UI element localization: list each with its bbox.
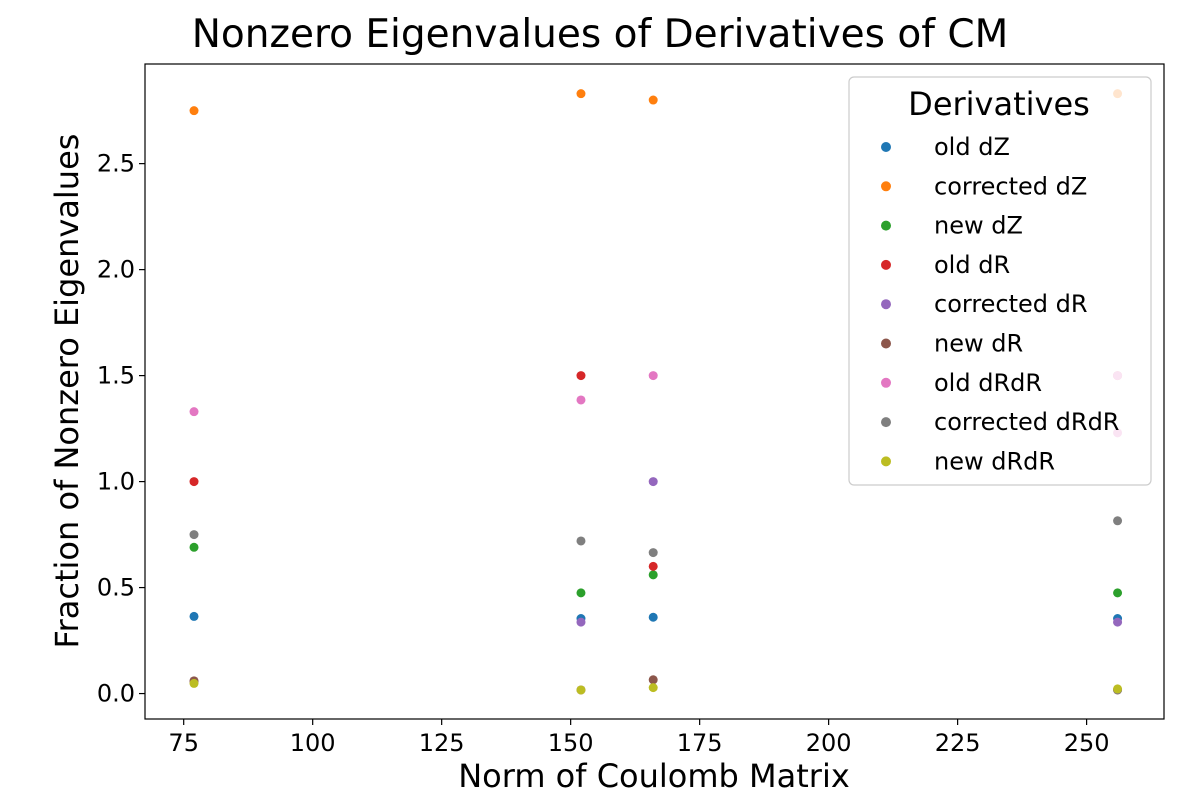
legend-box (848, 76, 1152, 486)
data-point (648, 612, 658, 622)
x-tick-label: 125 (419, 729, 465, 757)
series-new-dRdR (189, 678, 1123, 695)
data-point (648, 561, 658, 571)
legend-marker (881, 142, 891, 152)
data-point (648, 683, 658, 693)
data-point (576, 395, 586, 405)
legend-marker (881, 259, 891, 270)
data-point (1113, 684, 1123, 694)
legend-label: old dRdR (934, 369, 1042, 397)
legend-items: old dZ corrected dZ new dZ old dR corrected … (881, 133, 1119, 475)
y-tick-label: 0.0 (97, 680, 135, 708)
y-tick-label: 2.0 (97, 256, 135, 284)
x-tick-label: 100 (290, 729, 336, 757)
legend-marker (881, 417, 891, 428)
data-point (189, 611, 199, 621)
data-point (1113, 516, 1123, 526)
data-point (189, 407, 199, 417)
legend-label: new dZ (934, 212, 1023, 240)
y-tick-label: 2.5 (97, 150, 135, 178)
data-point (189, 530, 199, 540)
legend-title: Derivatives (908, 85, 1090, 123)
data-point (648, 95, 658, 105)
data-point (648, 371, 658, 381)
series-new-dZ (189, 542, 1123, 598)
legend-marker (881, 456, 891, 467)
legend-label: corrected dRdR (934, 408, 1119, 436)
data-point (648, 477, 658, 487)
chart-title: Nonzero Eigenvalues of Derivatives of CM (192, 12, 1009, 57)
legend-label: old dZ (934, 133, 1010, 161)
legend-label: corrected dR (934, 290, 1088, 318)
data-point (576, 588, 586, 598)
data-point (189, 477, 199, 487)
legend-marker (881, 220, 891, 231)
x-tick-label: 175 (677, 729, 723, 757)
data-point (1113, 588, 1123, 598)
data-point (648, 570, 658, 580)
x-axis-label: Norm of Coulomb Matrix (458, 757, 850, 795)
x-tick-label: 200 (806, 729, 852, 757)
y-tick-label: 1.5 (97, 362, 135, 390)
data-point (189, 542, 199, 552)
data-point (576, 685, 586, 695)
y-axis-label: Fraction of Nonzero Eigenvalues (48, 134, 86, 649)
series-old-dZ (189, 611, 1123, 624)
legend-marker (881, 338, 891, 349)
y-tick-label: 1.0 (97, 468, 135, 496)
x-tick-label: 150 (548, 729, 594, 757)
data-point (576, 89, 586, 99)
legend-marker (881, 299, 891, 310)
x-tick-label: 225 (935, 729, 981, 757)
data-point (648, 675, 658, 685)
data-point (576, 536, 586, 546)
y-tick-label: 0.5 (97, 574, 135, 602)
legend-label: new dR (934, 330, 1023, 358)
x-axis-ticks: 75 100 125 150 175 200 225 250 (168, 719, 1110, 757)
legend-label: new dRdR (934, 447, 1055, 475)
data-point (189, 106, 199, 116)
series-corrected-dR (189, 477, 1123, 687)
legend-label: corrected dZ (934, 172, 1087, 200)
data-point (189, 678, 199, 688)
legend-marker (881, 377, 891, 388)
y-axis-ticks: 0.0 0.5 1.0 1.5 2.0 2.5 (97, 150, 145, 708)
legend-label: old dR (934, 251, 1010, 279)
data-point (576, 371, 586, 381)
data-point (576, 617, 586, 627)
data-point (1113, 617, 1123, 627)
x-tick-label: 250 (1064, 729, 1110, 757)
data-point (648, 548, 658, 558)
legend-marker (881, 181, 891, 192)
series-corrected-dRdR (189, 516, 1123, 695)
x-tick-label: 75 (168, 729, 199, 757)
plot-frame (144, 63, 1165, 720)
